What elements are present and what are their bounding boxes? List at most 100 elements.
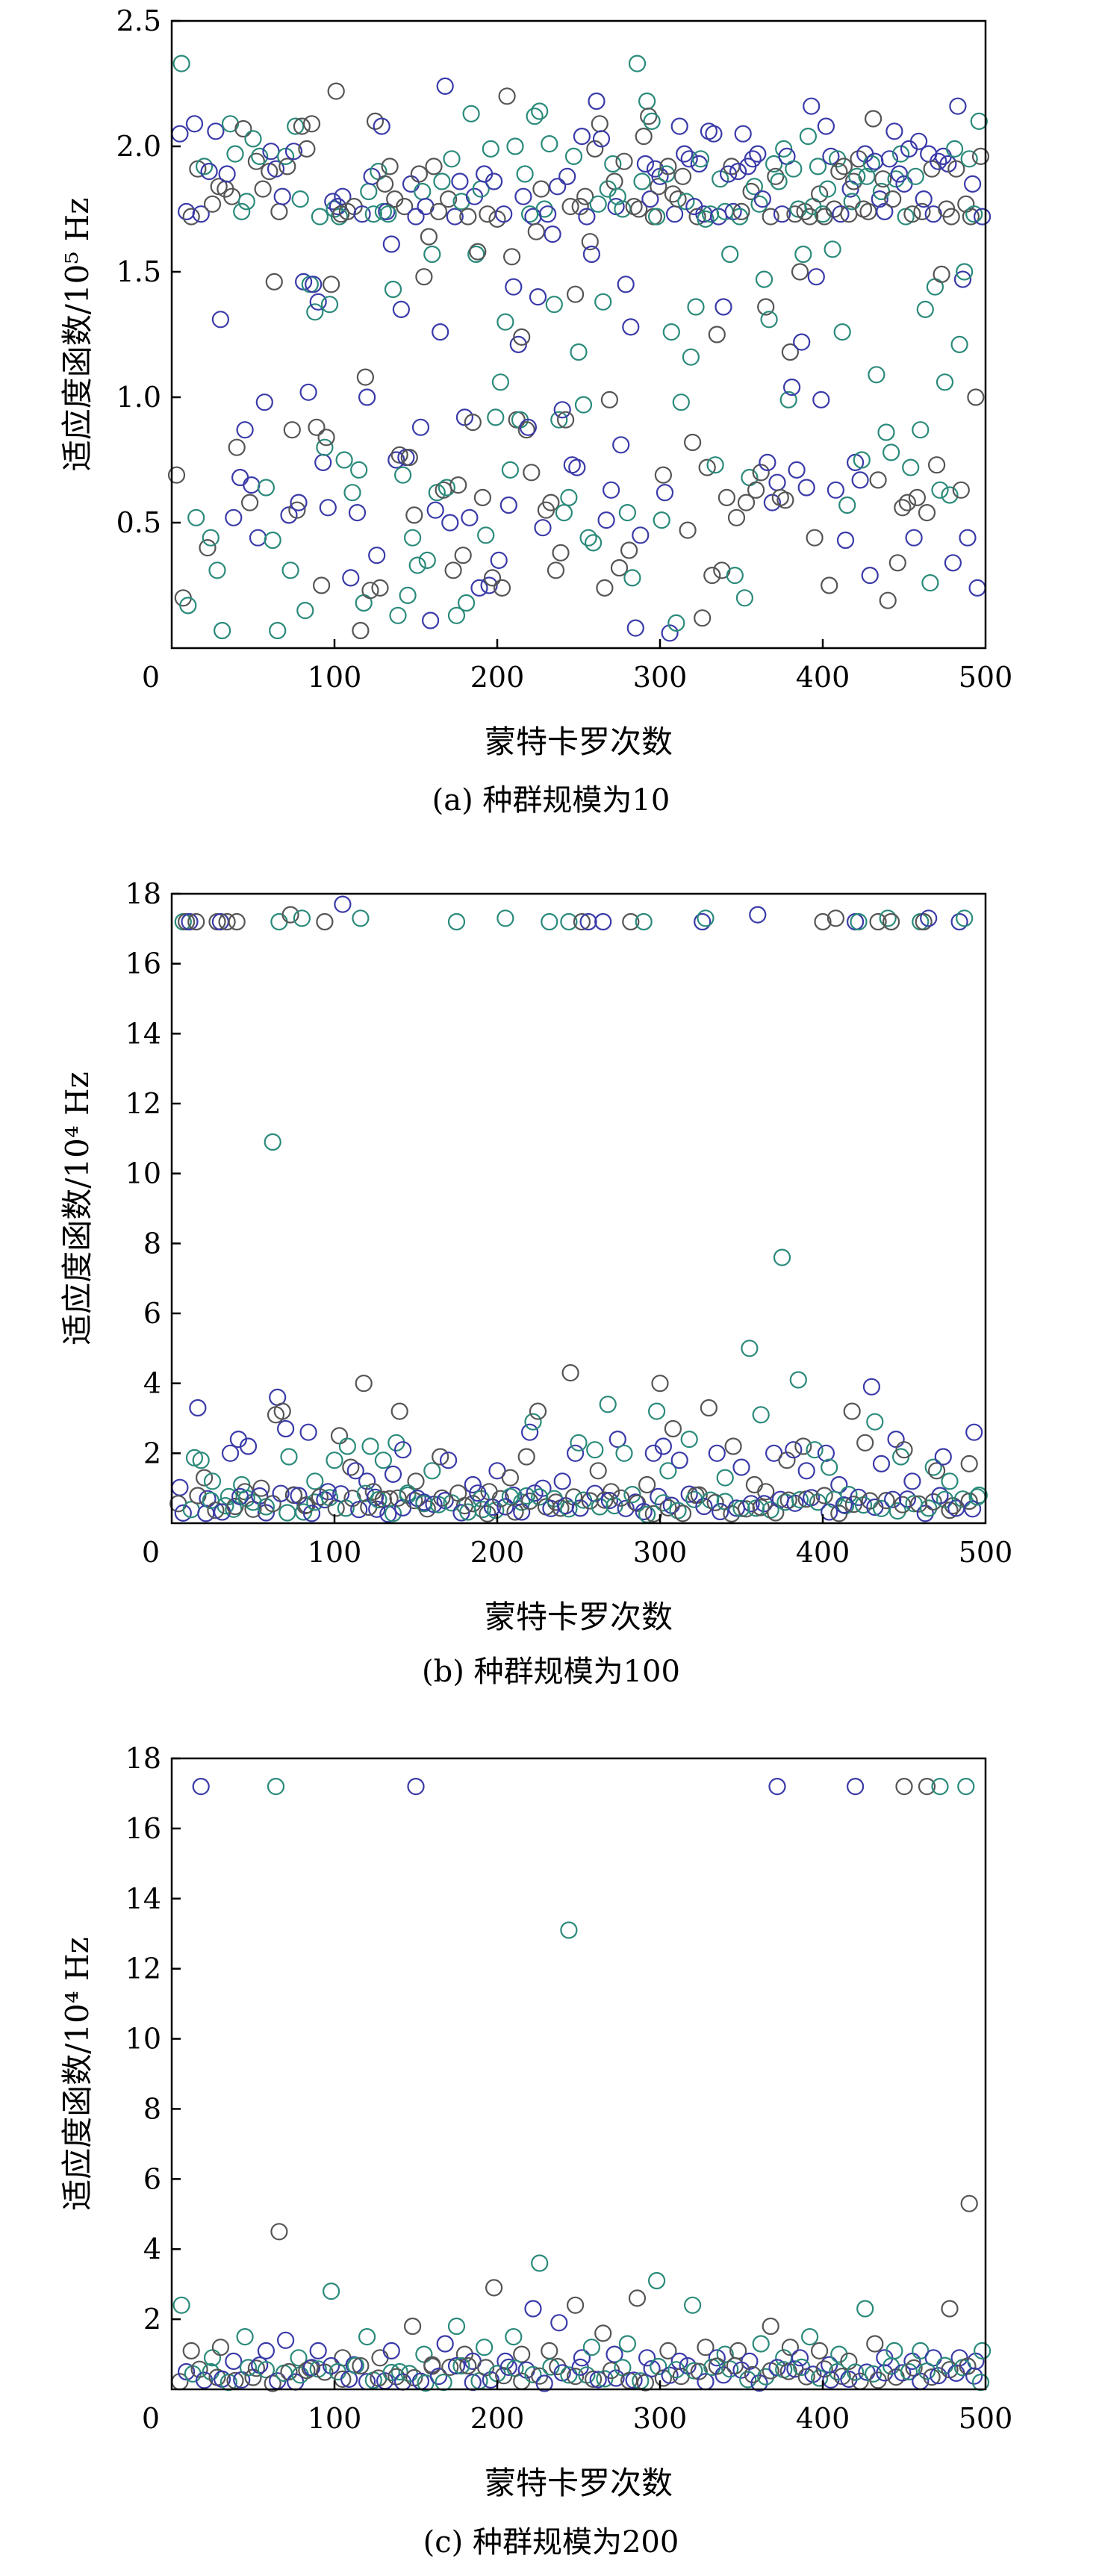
data-point: [252, 1479, 270, 1497]
data-point: [281, 561, 299, 579]
data-point: [208, 561, 226, 579]
data-point: [931, 1778, 949, 1796]
data-point: [464, 1475, 482, 1494]
data-point: [687, 298, 705, 316]
data-point: [757, 2368, 775, 2386]
data-point: [327, 82, 345, 100]
data-point: [439, 1452, 458, 1469]
data-point: [182, 208, 200, 225]
data-point: [749, 906, 767, 924]
y-tick-label: 2.5: [116, 4, 161, 37]
data-point: [302, 2359, 321, 2377]
data-point: [776, 491, 794, 509]
data-point: [382, 2342, 400, 2359]
data-point: [482, 2371, 499, 2389]
data-point: [824, 240, 841, 258]
data-point: [606, 2345, 623, 2363]
data-point: [669, 190, 687, 208]
data-point: [755, 1495, 773, 1513]
data-point: [866, 1413, 884, 1431]
data-point: [573, 912, 591, 931]
data-point: [791, 2349, 809, 2367]
data-point: [785, 160, 803, 178]
data-point: [208, 912, 226, 931]
data-point: [673, 1505, 692, 1522]
data-point: [927, 456, 946, 474]
data-point: [487, 408, 505, 426]
data-point: [814, 912, 832, 931]
data-point: [343, 484, 361, 502]
data-point: [973, 2342, 992, 2359]
data-point: [561, 1363, 579, 1382]
data-point: [797, 1462, 815, 1480]
data-point: [421, 612, 440, 629]
data-point: [255, 393, 273, 411]
data-point: [508, 411, 526, 429]
panel-caption: (b) 种群规模为100: [422, 1655, 680, 1689]
data-point: [429, 2368, 448, 2386]
data-point: [558, 167, 576, 185]
data-point: [800, 2328, 819, 2346]
data-point: [239, 1437, 258, 1455]
data-point: [280, 1448, 298, 1466]
data-point: [745, 178, 764, 196]
data-point: [732, 202, 750, 220]
data-point: [757, 298, 775, 316]
data-point: [826, 909, 845, 927]
data-point: [284, 143, 303, 161]
data-point: [908, 488, 927, 507]
data-point: [171, 125, 189, 143]
data-point: [231, 1487, 249, 1506]
data-point: [371, 2349, 389, 2367]
data-point: [393, 1441, 412, 1459]
data-point: [806, 529, 824, 547]
data-point: [669, 1502, 687, 1519]
data-point: [673, 167, 692, 185]
data-point: [234, 119, 252, 138]
data-point: [640, 108, 658, 125]
data-point: [542, 494, 560, 511]
data-point: [695, 1497, 713, 1516]
data-point: [706, 1493, 724, 1512]
data-point: [588, 92, 606, 111]
data-point: [626, 619, 644, 637]
data-point: [862, 1378, 881, 1396]
data-point: [921, 573, 939, 592]
data-point: [915, 912, 933, 931]
data-point: [853, 451, 871, 469]
data-point: [905, 529, 923, 547]
data-point: [941, 486, 959, 504]
data-point: [597, 511, 615, 529]
data-point: [697, 210, 715, 228]
y-tick-label: 14: [125, 1017, 161, 1050]
data-point: [520, 1423, 539, 1441]
data-point: [361, 582, 379, 600]
data-point: [547, 561, 565, 579]
data-point: [298, 1496, 316, 1514]
data-point: [423, 2357, 441, 2375]
data-point: [762, 2317, 779, 2336]
data-point: [187, 508, 205, 526]
data-point: [622, 318, 640, 336]
data-point: [659, 158, 677, 175]
data-point: [757, 1483, 775, 1501]
x-axis-title: 蒙特卡罗次数: [485, 1599, 673, 1635]
data-point: [786, 1494, 804, 1512]
data-point: [360, 182, 378, 201]
data-point: [930, 2367, 947, 2385]
data-point: [247, 152, 265, 170]
data-point: [741, 1340, 759, 1357]
data-point: [203, 195, 222, 213]
data-point: [283, 421, 301, 439]
data-point: [524, 1413, 542, 1431]
data-point: [545, 296, 563, 314]
data-point: [323, 2356, 340, 2375]
data-point: [641, 190, 659, 208]
data-point: [770, 172, 788, 190]
data-point: [309, 2342, 327, 2359]
data-point: [650, 178, 667, 196]
data-point: [726, 566, 744, 585]
data-point: [475, 2339, 494, 2356]
data-point: [531, 102, 549, 120]
data-point: [423, 2356, 441, 2374]
